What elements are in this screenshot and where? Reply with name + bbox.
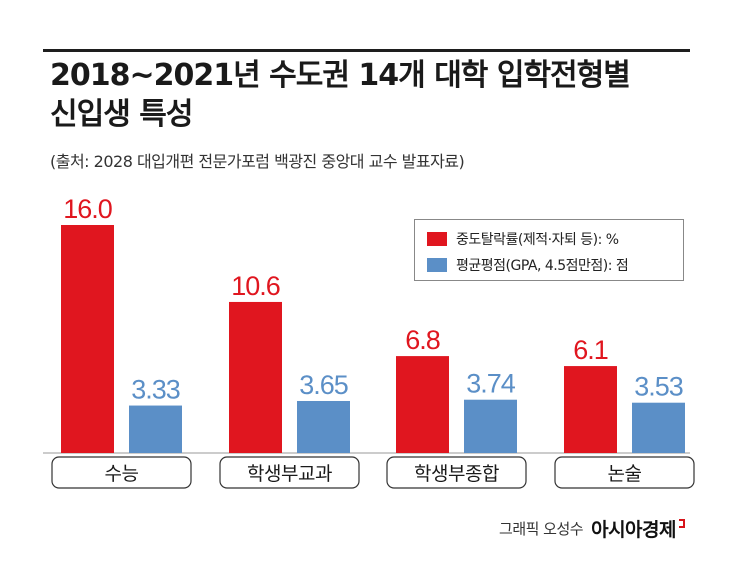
title-line-2: 신입생 특성 bbox=[50, 97, 193, 132]
title-line-1: 2018~2021년 수도권 14개 대학 입학전형별 bbox=[50, 58, 631, 93]
data-label-gpa-suneung: 3.33 bbox=[131, 375, 180, 405]
bar-dropout-jonghap bbox=[396, 356, 449, 453]
chart-title: 2018~2021년 수도권 14개 대학 입학전형별 신입생 특성 bbox=[50, 56, 710, 134]
legend: 중도탈락률(제적·자퇴 등): % 평균평점(GPA, 4.5점만점): 점 bbox=[414, 219, 684, 281]
top-rule bbox=[43, 49, 690, 52]
source-note: (출처: 2028 대입개편 전문가포럼 백광진 중앙대 교수 발표자료) bbox=[50, 152, 465, 171]
legend-item-dropout: 중도탈락률(제적·자퇴 등): % bbox=[427, 227, 619, 251]
brand-logo: 아시아경제 bbox=[591, 519, 676, 541]
legend-label-gpa: 평균평점(GPA, 4.5점만점): 점 bbox=[456, 258, 629, 274]
bar-gpa-nonsul bbox=[632, 402, 685, 453]
legend-swatch-gpa bbox=[427, 258, 447, 272]
category-tab-suneung bbox=[51, 456, 192, 489]
category-tab-nonsul bbox=[554, 456, 695, 489]
legend-item-gpa: 평균평점(GPA, 4.5점만점): 점 bbox=[427, 253, 629, 277]
category-label-nonsul: 논술 bbox=[608, 463, 642, 485]
category-label-gyogwa: 학생부교과 bbox=[247, 463, 332, 485]
category-tab-gyogwa bbox=[219, 456, 360, 489]
data-label-gpa-jonghap: 3.74 bbox=[466, 369, 516, 399]
bar-dropout-suneung bbox=[61, 225, 114, 453]
credit-text: 그래픽 오성수 bbox=[499, 520, 584, 538]
bar-gpa-gyogwa bbox=[297, 400, 350, 453]
bar-gpa-jonghap bbox=[464, 399, 517, 453]
category-tab-jonghap bbox=[386, 456, 527, 489]
brand-mark-icon bbox=[679, 519, 685, 528]
category-label-jonghap: 학생부종합 bbox=[414, 463, 499, 485]
bar-dropout-gyogwa bbox=[229, 301, 282, 453]
legend-swatch-dropout bbox=[427, 232, 447, 246]
legend-label-dropout: 중도탈락률(제적·자퇴 등): % bbox=[456, 232, 619, 248]
bar-gpa-suneung bbox=[129, 405, 182, 453]
data-label-dropout-jonghap: 6.8 bbox=[405, 325, 440, 355]
data-label-gpa-gyogwa: 3.65 bbox=[299, 370, 348, 400]
data-label-gpa-nonsul: 3.53 bbox=[634, 372, 683, 402]
data-label-dropout-nonsul: 6.1 bbox=[573, 335, 608, 365]
data-label-dropout-suneung: 16.0 bbox=[63, 194, 112, 224]
credit: 그래픽 오성수 아시아경제 bbox=[499, 515, 685, 542]
bar-dropout-nonsul bbox=[564, 366, 617, 453]
category-label-suneung: 수능 bbox=[105, 463, 139, 485]
data-label-dropout-gyogwa: 10.6 bbox=[231, 271, 280, 301]
